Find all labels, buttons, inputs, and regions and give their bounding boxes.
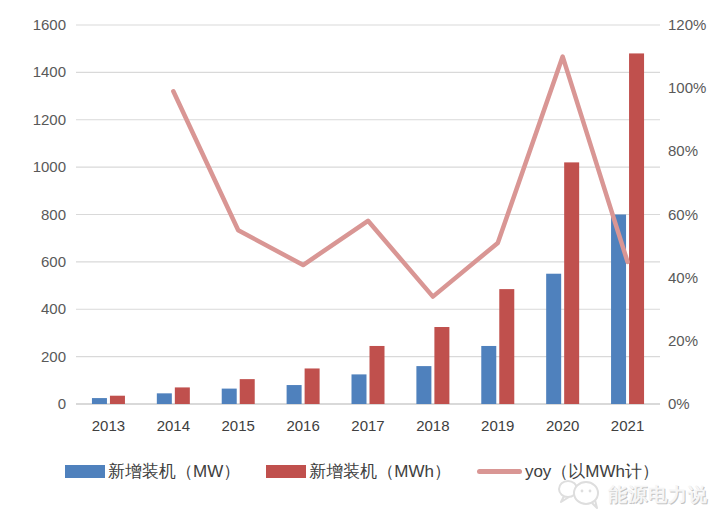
legend-swatch-yoy <box>477 469 522 474</box>
left-axis-tick-label: 200 <box>41 348 66 365</box>
left-axis-tick-label: 600 <box>41 253 66 270</box>
legend-item-mw: 新增装机（MW） <box>65 460 240 483</box>
bar-mwh-2017 <box>370 346 385 404</box>
left-axis-tick-label: 1200 <box>33 111 66 128</box>
bar-mwh-2021 <box>629 53 644 404</box>
bar-mw-2018 <box>416 366 431 404</box>
legend-label-mwh: 新增装机（MWh） <box>309 460 451 483</box>
bar-mw-2013 <box>92 398 107 404</box>
legend-label-mw: 新增装机（MW） <box>108 460 240 483</box>
x-axis-label-2020: 2020 <box>546 417 579 434</box>
bar-mwh-2020 <box>564 162 579 404</box>
legend-swatch-mw <box>65 465 105 478</box>
watermark-text: 能源电力说 <box>608 482 708 508</box>
combo-chart: 0 200 400 600 800 1000 1200 1400 1600 0% 20% 40% 60%… <box>0 0 726 523</box>
chat-bubbles-icon <box>556 478 604 512</box>
bar-mw-2020 <box>546 274 561 404</box>
left-axis-tick-label: 1000 <box>33 158 66 175</box>
left-axis-tick-label: 400 <box>41 300 66 317</box>
left-axis-tick-label: 1400 <box>33 63 66 80</box>
bar-mwh-2018 <box>434 327 449 404</box>
left-axis-tick-label: 0 <box>58 395 66 412</box>
x-axis-label-2021: 2021 <box>611 417 644 434</box>
x-axis-label-2018: 2018 <box>416 417 449 434</box>
x-axis-label-2013: 2013 <box>92 417 125 434</box>
x-axis-label-2019: 2019 <box>481 417 514 434</box>
bar-mwh-2013 <box>110 396 125 404</box>
bar-mwh-2016 <box>305 368 320 404</box>
left-axis-tick-label: 800 <box>41 206 66 223</box>
bar-mw-2017 <box>352 374 367 404</box>
x-axis-label-2014: 2014 <box>157 417 190 434</box>
bar-mw-2014 <box>157 393 172 404</box>
x-axis-label-2015: 2015 <box>222 417 255 434</box>
right-axis-tick-label: 100% <box>668 79 706 96</box>
bar-mwh-2015 <box>240 379 255 404</box>
legend-swatch-mwh <box>266 465 306 478</box>
right-axis-tick-label: 60% <box>668 206 698 223</box>
right-axis-tick-label: 80% <box>668 142 698 159</box>
left-axis-tick-label: 1600 <box>33 16 66 33</box>
right-axis-tick-label: 0% <box>668 395 690 412</box>
watermark: 能源电力说 <box>556 478 708 512</box>
bar-mw-2019 <box>481 346 496 404</box>
bar-mw-2016 <box>287 385 302 404</box>
right-axis-tick-label: 20% <box>668 332 698 349</box>
yoy-line <box>173 57 627 297</box>
right-axis-tick-label: 40% <box>668 269 698 286</box>
x-axis-label-2016: 2016 <box>286 417 319 434</box>
bar-mwh-2019 <box>499 289 514 404</box>
bar-mw-2015 <box>222 389 237 404</box>
right-axis-tick-label: 120% <box>668 16 706 33</box>
bar-mwh-2014 <box>175 387 190 404</box>
chart-plot-area: 0 200 400 600 800 1000 1200 1400 1600 0% 20% 40% 60%… <box>0 0 726 450</box>
legend-item-mwh: 新增装机（MWh） <box>266 460 451 483</box>
x-axis-label-2017: 2017 <box>351 417 384 434</box>
